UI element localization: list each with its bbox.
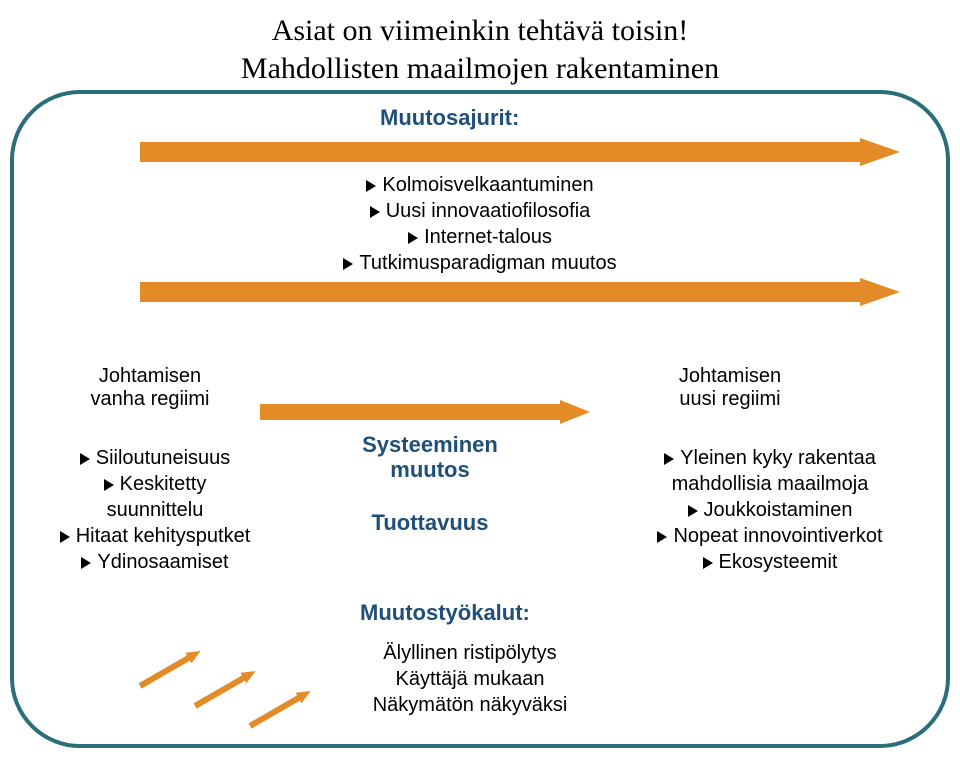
title-line-1: Asiat on viimeinkin tehtävä toisin! <box>0 12 960 50</box>
driver-item: Kolmoisvelkaantuminen <box>280 172 680 198</box>
right-bullets: Yleinen kyky rakentaa mahdollisia maailm… <box>610 445 930 575</box>
left-regime-label: Johtamisen vanha regiimi <box>60 365 240 411</box>
bullet-icon <box>688 505 698 517</box>
bullet-icon <box>104 479 114 491</box>
center-label-systeeminen: Systeeminen muutos <box>330 432 530 483</box>
bullet-icon <box>408 232 418 244</box>
tools-heading: Muutostyökalut: <box>360 600 530 626</box>
big-arrow-1 <box>140 138 900 166</box>
right-bullet-item: Yleinen kyky rakentaa <box>610 445 930 471</box>
left-bullets: Siiloutuneisuus Keskitetty suunnittelu H… <box>30 445 280 575</box>
right-bullet-item: Ekosysteemit <box>610 549 930 575</box>
bullet-icon <box>81 557 91 569</box>
bullet-icon <box>80 453 90 465</box>
drivers-list: Kolmoisvelkaantuminen Uusi innovaatiofil… <box>280 172 680 276</box>
mid-arrow <box>260 400 590 424</box>
driver-item: Tutkimusparadigman muutos <box>280 250 680 276</box>
right-bullet-item: mahdollisia maailmoja <box>610 471 930 497</box>
tool-item: Älyllinen ristipölytys <box>320 640 620 666</box>
bullet-icon <box>703 557 713 569</box>
bullet-icon <box>343 258 353 270</box>
left-bullet-item: Keskitetty <box>30 471 280 497</box>
right-bullet-item: Joukkoistaminen <box>610 497 930 523</box>
tool-item: Käyttäjä mukaan <box>320 666 620 692</box>
bullet-icon <box>60 531 70 543</box>
page-title: Asiat on viimeinkin tehtävä toisin! Mahd… <box>0 12 960 87</box>
bullet-icon <box>370 206 380 218</box>
title-line-2: Mahdollisten maailmojen rakentaminen <box>0 50 960 88</box>
left-bullet-item: Hitaat kehitysputket <box>30 523 280 549</box>
driver-item: Internet-talous <box>280 224 680 250</box>
left-bullet-item: suunnittelu <box>30 497 280 523</box>
bullet-icon <box>664 453 674 465</box>
bullet-icon <box>657 531 667 543</box>
right-bullet-item: Nopeat innovointiverkot <box>610 523 930 549</box>
right-regime-label: Johtamisen uusi regiimi <box>640 365 820 411</box>
big-arrow-2 <box>140 278 900 306</box>
tools-list: Älyllinen ristipölytys Käyttäjä mukaan N… <box>320 640 620 718</box>
bullet-icon <box>366 180 376 192</box>
tool-item: Näkymätön näkyväksi <box>320 692 620 718</box>
drivers-heading: Muutosajurit: <box>380 105 519 131</box>
center-label-tuottavuus: Tuottavuus <box>330 510 530 536</box>
driver-item: Uusi innovaatiofilosofia <box>280 198 680 224</box>
left-bullet-item: Ydinosaamiset <box>30 549 280 575</box>
left-bullet-item: Siiloutuneisuus <box>30 445 280 471</box>
